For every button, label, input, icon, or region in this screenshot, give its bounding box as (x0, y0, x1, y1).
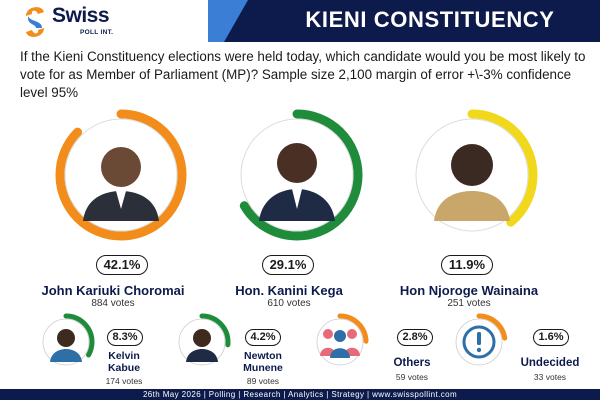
candidate-ring-wainaina (406, 109, 538, 241)
candidate-pct: 29.1% (262, 255, 314, 275)
candidate-votes: 174 votes (105, 376, 143, 386)
candidate-portrait-icon (434, 144, 510, 221)
candidate-votes: 610 votes (267, 298, 311, 309)
page-title: KIENI CONSTITUENCY (305, 7, 555, 32)
candidate-portrait-icon (83, 147, 159, 221)
small-ring-others (311, 313, 369, 371)
vote-share-arc-6 (450, 313, 508, 371)
candidate-card-wainaina: 11.9% (397, 105, 567, 305)
candidate-name: Newton Munene (243, 350, 283, 374)
others-pct: 2.8% (397, 329, 433, 346)
undecided-pct: 1.6% (533, 329, 569, 346)
candidate-votes: 884 votes (91, 298, 135, 309)
brand-logo: Swiss POLL INT. (22, 2, 142, 42)
vote-share-arc-4 (173, 313, 231, 371)
candidate-pct: 11.9% (441, 255, 493, 275)
group-people-icon (320, 329, 360, 358)
exclamation-icon (462, 325, 496, 359)
candidate-votes: 89 votes (246, 376, 280, 386)
candidate-name: Hon. Kanini Kega (235, 283, 343, 298)
footer-band (0, 389, 600, 400)
candidate-pct: 4.2% (245, 329, 281, 346)
candidate-pct: 42.1% (96, 255, 148, 275)
vote-share-arc-5 (311, 313, 369, 371)
vote-share-arc-2 (406, 109, 538, 241)
candidate-ring-kega (231, 109, 363, 241)
candidate-portrait-icon (186, 329, 218, 362)
others-label: Others (393, 357, 431, 369)
others-votes: 59 votes (395, 372, 429, 382)
brand-name: Swiss (52, 4, 110, 27)
candidate-portrait-icon (259, 143, 335, 221)
small-ring-kabue (37, 313, 95, 371)
candidate-portrait-icon (50, 329, 82, 362)
vote-share-arc-3 (37, 313, 95, 371)
candidate-name: Kelvin Kabue (107, 350, 141, 374)
footer-text: 26th May 2026 | Polling | Research | Ana… (142, 390, 458, 399)
candidate-pct: 8.3% (107, 329, 143, 346)
candidate-name: Hon Njoroge Wainaina (399, 283, 539, 298)
vote-share-arc-0 (55, 109, 187, 241)
title-band (208, 0, 600, 42)
undecided-label: Undecided (520, 357, 580, 369)
candidate-card-choromai: 42.1% (46, 105, 216, 305)
candidate-ring-choromai (55, 109, 187, 241)
undecided-votes: 33 votes (533, 372, 567, 382)
candidate-votes: 251 votes (447, 298, 491, 309)
candidate-name: John Kariuki Choromai (41, 283, 185, 298)
poll-question: If the Kieni Constituency elections were… (20, 49, 586, 100)
candidate-card-kega: 29.1% (222, 105, 392, 305)
vote-share-arc-1 (231, 109, 363, 241)
small-ring-undecided (450, 313, 508, 371)
small-ring-munene (173, 313, 231, 371)
brand-sub: POLL INT. (80, 29, 114, 36)
swiss-logo-icon (26, 7, 44, 37)
